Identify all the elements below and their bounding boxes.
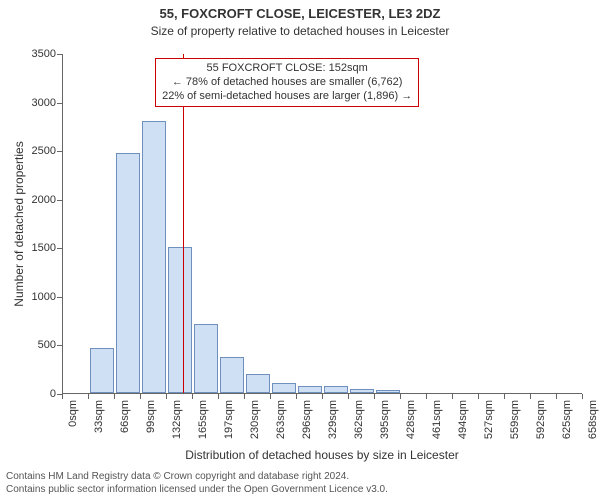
- x-tick-label: 559sqm: [509, 400, 521, 439]
- x-tick: [530, 394, 531, 399]
- histogram-bar: [168, 247, 193, 393]
- x-tick: [114, 394, 115, 399]
- x-tick-label: 395sqm: [379, 400, 391, 439]
- chart-subtitle: Size of property relative to detached ho…: [0, 24, 600, 38]
- x-tick: [244, 394, 245, 399]
- x-tick: [582, 394, 583, 399]
- plot-area: 55 FOXCROFT CLOSE: 152sqm← 78% of detach…: [62, 54, 582, 394]
- y-tick-label: 1500: [0, 242, 56, 254]
- x-tick-label: 99sqm: [145, 400, 157, 433]
- x-tick: [374, 394, 375, 399]
- x-tick-label: 494sqm: [457, 400, 469, 439]
- histogram-bar: [246, 374, 271, 393]
- footer-line-1: Contains HM Land Registry data © Crown c…: [6, 471, 388, 484]
- x-tick: [192, 394, 193, 399]
- histogram-bar: [376, 390, 401, 393]
- x-tick: [88, 394, 89, 399]
- x-tick: [452, 394, 453, 399]
- x-tick-label: 33sqm: [93, 400, 105, 433]
- footer-line-2: Contains public sector information licen…: [6, 484, 388, 497]
- x-tick-label: 296sqm: [301, 400, 313, 439]
- chart-footer: Contains HM Land Registry data © Crown c…: [6, 471, 388, 496]
- histogram-bar: [116, 153, 141, 393]
- y-tick-label: 3500: [0, 48, 56, 60]
- x-tick-label: 132sqm: [171, 400, 183, 439]
- annotation-line-3: 22% of semi-detached houses are larger (…: [162, 90, 412, 104]
- y-tick-label: 0: [0, 388, 56, 400]
- y-tick-label: 3000: [0, 97, 56, 109]
- x-tick-label: 527sqm: [483, 400, 495, 439]
- x-tick: [62, 394, 63, 399]
- x-tick: [348, 394, 349, 399]
- x-tick-label: 197sqm: [223, 400, 235, 439]
- x-tick-label: 329sqm: [327, 400, 339, 439]
- y-tick: [57, 345, 62, 346]
- x-tick-label: 66sqm: [119, 400, 131, 433]
- y-tick: [57, 248, 62, 249]
- x-tick-label: 165sqm: [197, 400, 209, 439]
- y-tick-label: 500: [0, 339, 56, 351]
- histogram-bar: [90, 348, 115, 393]
- annotation-box: 55 FOXCROFT CLOSE: 152sqm← 78% of detach…: [155, 58, 419, 107]
- x-tick: [478, 394, 479, 399]
- x-tick: [270, 394, 271, 399]
- x-tick-label: 592sqm: [535, 400, 547, 439]
- histogram-bar: [272, 383, 297, 393]
- chart-container: { "title": "55, FOXCROFT CLOSE, LEICESTE…: [0, 0, 600, 500]
- x-tick: [556, 394, 557, 399]
- x-tick: [166, 394, 167, 399]
- annotation-line-1: 55 FOXCROFT CLOSE: 152sqm: [162, 62, 412, 76]
- x-tick-label: 263sqm: [275, 400, 287, 439]
- x-axis-label: Distribution of detached houses by size …: [62, 448, 582, 462]
- y-tick-label: 2500: [0, 145, 56, 157]
- y-tick: [57, 54, 62, 55]
- x-tick-label: 428sqm: [405, 400, 417, 439]
- y-tick-label: 1000: [0, 291, 56, 303]
- x-tick-label: 362sqm: [353, 400, 365, 439]
- histogram-bar: [142, 121, 167, 393]
- x-tick-label: 625sqm: [561, 400, 573, 439]
- x-tick: [426, 394, 427, 399]
- x-tick-label: 658sqm: [587, 400, 599, 439]
- annotation-line-2: ← 78% of detached houses are smaller (6,…: [162, 76, 412, 90]
- y-tick: [57, 297, 62, 298]
- y-tick: [57, 151, 62, 152]
- histogram-bar: [194, 324, 219, 393]
- histogram-bar: [324, 386, 349, 393]
- x-tick: [140, 394, 141, 399]
- chart-title: 55, FOXCROFT CLOSE, LEICESTER, LE3 2DZ: [0, 6, 600, 21]
- histogram-bar: [298, 386, 323, 393]
- x-tick: [322, 394, 323, 399]
- x-tick-label: 0sqm: [67, 400, 79, 427]
- histogram-bar: [350, 389, 375, 393]
- y-tick: [57, 103, 62, 104]
- y-tick-label: 2000: [0, 194, 56, 206]
- x-tick: [400, 394, 401, 399]
- x-tick: [504, 394, 505, 399]
- y-tick: [57, 200, 62, 201]
- x-tick-label: 461sqm: [431, 400, 443, 439]
- x-tick: [296, 394, 297, 399]
- histogram-bar: [220, 357, 245, 393]
- x-tick: [218, 394, 219, 399]
- x-tick-label: 230sqm: [249, 400, 261, 439]
